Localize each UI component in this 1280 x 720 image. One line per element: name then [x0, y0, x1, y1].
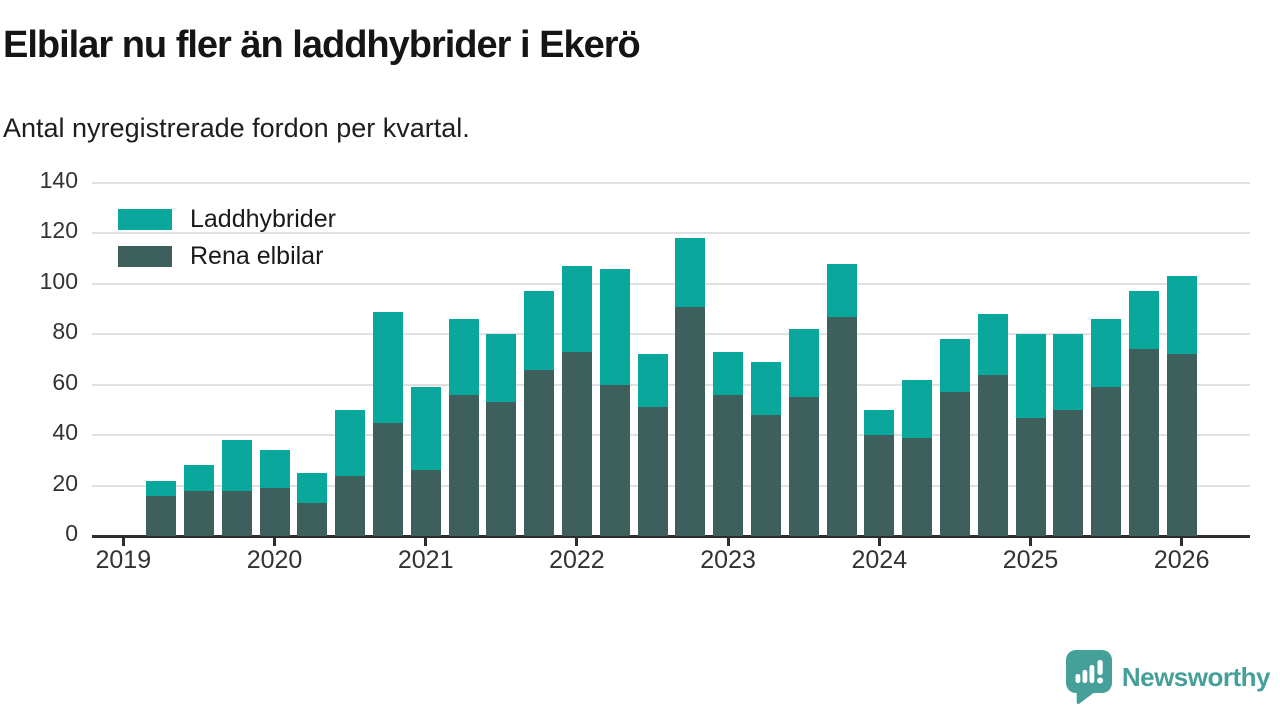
bar-rena-elbilar: [902, 438, 932, 536]
newsworthy-logo[interactable]: Newsworthy: [1066, 650, 1270, 704]
gridline: [92, 283, 1250, 285]
bar-laddhybrider: [789, 329, 819, 397]
bar-rena-elbilar: [978, 375, 1008, 536]
bar-rena-elbilar: [600, 385, 630, 536]
bar-laddhybrider: [562, 266, 592, 352]
bar-laddhybrider: [486, 334, 516, 402]
bar-laddhybrider: [184, 465, 214, 490]
bar-laddhybrider: [222, 440, 252, 490]
bar-laddhybrider: [524, 291, 554, 369]
chart-subtitle: Antal nyregistrerade fordon per kvartal.: [3, 113, 1103, 144]
bar-laddhybrider: [864, 410, 894, 435]
legend-label: Laddhybrider: [190, 205, 336, 234]
bar-rena-elbilar: [449, 395, 479, 536]
y-tick-label: 0: [0, 519, 78, 547]
bar-laddhybrider: [751, 362, 781, 415]
bar-laddhybrider: [902, 380, 932, 438]
x-tick-label: 2026: [1154, 546, 1210, 575]
x-tick-label: 2025: [1003, 546, 1059, 575]
bar-rena-elbilar: [789, 397, 819, 536]
y-tick-label: 20: [0, 469, 78, 497]
bar-laddhybrider: [1129, 291, 1159, 349]
gridline: [92, 182, 1250, 184]
bar-laddhybrider: [373, 312, 403, 423]
page-title: Elbilar nu fler än laddhybrider i Ekerö: [3, 24, 1103, 67]
bar-laddhybrider: [335, 410, 365, 476]
bar-rena-elbilar: [184, 491, 214, 536]
bar-laddhybrider: [600, 269, 630, 385]
chart-legend: Laddhybrider Rena elbilar: [118, 207, 336, 281]
x-tick: [1029, 537, 1032, 546]
y-tick-label: 80: [0, 317, 78, 345]
bar-laddhybrider: [449, 319, 479, 395]
bar-rena-elbilar: [1091, 387, 1121, 536]
bar-laddhybrider: [297, 473, 327, 503]
newsworthy-wordmark: Newsworthy: [1122, 662, 1270, 693]
bar-rena-elbilar: [940, 392, 970, 536]
x-tick-label: 2020: [247, 546, 303, 575]
bar-rena-elbilar: [827, 317, 857, 536]
bar-rena-elbilar: [373, 423, 403, 536]
x-tick: [878, 537, 881, 546]
x-tick: [122, 537, 125, 546]
bar-rena-elbilar: [146, 496, 176, 536]
x-tick-label: 2019: [95, 546, 151, 575]
x-tick: [424, 537, 427, 546]
bar-laddhybrider: [146, 481, 176, 496]
bar-rena-elbilar: [411, 470, 441, 536]
x-tick-label: 2024: [851, 546, 907, 575]
bar-laddhybrider: [411, 387, 441, 470]
y-tick-label: 120: [0, 216, 78, 244]
bar-laddhybrider: [978, 314, 1008, 375]
bar-laddhybrider: [940, 339, 970, 392]
y-tick-label: 60: [0, 368, 78, 396]
rena-elbilar-swatch-icon: [118, 246, 172, 267]
bar-rena-elbilar: [638, 407, 668, 536]
bar-rena-elbilar: [297, 503, 327, 536]
bar-laddhybrider: [1016, 334, 1046, 417]
bar-rena-elbilar: [524, 370, 554, 536]
bar-laddhybrider: [260, 450, 290, 488]
bar-rena-elbilar: [713, 395, 743, 536]
bar-rena-elbilar: [1016, 418, 1046, 537]
bar-rena-elbilar: [562, 352, 592, 536]
y-tick-label: 100: [0, 267, 78, 295]
bar-laddhybrider: [1091, 319, 1121, 387]
bar-laddhybrider: [1053, 334, 1083, 410]
legend-item-laddhybrider: Laddhybrider: [118, 207, 336, 231]
x-tick-label: 2021: [398, 546, 454, 575]
bar-rena-elbilar: [1053, 410, 1083, 536]
bar-laddhybrider: [1167, 276, 1197, 354]
legend-item-rena-elbilar: Rena elbilar: [118, 244, 336, 268]
x-tick: [575, 537, 578, 546]
x-tick: [1180, 537, 1183, 546]
bar-rena-elbilar: [335, 476, 365, 537]
x-tick: [727, 537, 730, 546]
bar-laddhybrider: [638, 354, 668, 407]
bar-laddhybrider: [827, 264, 857, 317]
y-tick-label: 40: [0, 418, 78, 446]
bar-rena-elbilar: [486, 402, 516, 536]
x-tick-label: 2022: [549, 546, 605, 575]
x-tick-label: 2023: [700, 546, 756, 575]
legend-label: Rena elbilar: [190, 242, 323, 271]
bar-rena-elbilar: [675, 307, 705, 536]
y-tick-label: 140: [0, 166, 78, 194]
x-tick: [273, 537, 276, 546]
bar-rena-elbilar: [864, 435, 894, 536]
bar-laddhybrider: [675, 238, 705, 306]
bar-rena-elbilar: [1129, 349, 1159, 536]
bar-laddhybrider: [713, 352, 743, 395]
chart-canvas: Elbilar nu fler än laddhybrider i Ekerö …: [0, 0, 1280, 720]
bar-rena-elbilar: [222, 491, 252, 536]
bar-rena-elbilar: [1167, 354, 1197, 536]
bar-rena-elbilar: [751, 415, 781, 536]
newsworthy-bubble-chart-icon: [1066, 650, 1113, 704]
bar-rena-elbilar: [260, 488, 290, 536]
laddhybrider-swatch-icon: [118, 209, 172, 230]
